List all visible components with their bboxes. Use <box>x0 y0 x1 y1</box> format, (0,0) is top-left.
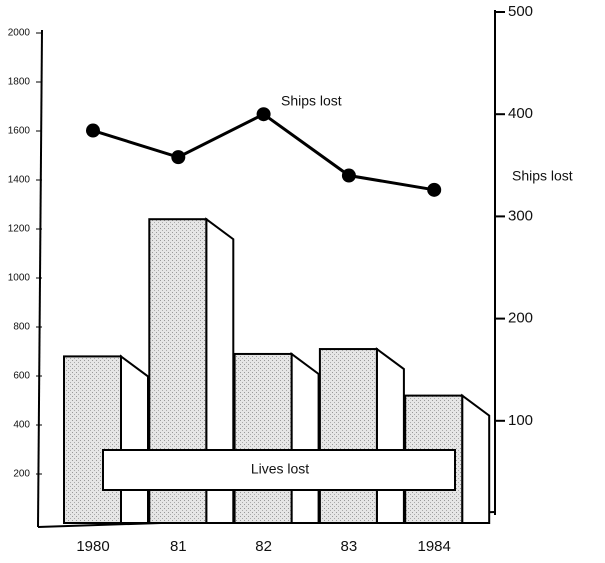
x-tick-label: 83 <box>341 538 358 555</box>
y-tick-label: 1800 <box>8 77 31 88</box>
y2-tick-label: 400 <box>508 105 533 122</box>
y-tick-label: 1200 <box>8 224 31 235</box>
y-tick-label: 200 <box>13 469 30 480</box>
bar-side <box>120 354 149 524</box>
y-tick-label: 800 <box>13 322 30 333</box>
y-tick-label: 600 <box>13 371 30 382</box>
y2-axis-label: Ships lost <box>512 168 573 184</box>
x-tick-label: 82 <box>255 538 272 555</box>
y2-tick-label: 500 <box>508 3 533 20</box>
bar <box>318 348 378 524</box>
y-tick-label: 400 <box>13 420 30 431</box>
bar <box>63 355 122 524</box>
y-tick-label: 1400 <box>8 175 31 186</box>
y2-tick-label: 300 <box>508 207 533 224</box>
legend-box <box>102 449 456 491</box>
x-tick-label: 1984 <box>418 538 451 555</box>
x-tick-label: 81 <box>170 538 187 555</box>
y2-tick-label: 100 <box>508 412 533 429</box>
y-tick-label: 1600 <box>8 126 31 137</box>
point <box>256 107 271 122</box>
bar-side <box>290 351 320 524</box>
y-tick-label: 1000 <box>8 273 31 284</box>
point <box>171 150 186 165</box>
x-tick-label: 1980 <box>76 538 109 555</box>
y-tick-label: 2000 <box>8 28 31 39</box>
line <box>92 112 435 192</box>
y2-tick-label: 200 <box>508 310 533 327</box>
bar-side <box>375 347 405 524</box>
bar-side <box>461 393 491 524</box>
point <box>427 182 442 197</box>
line-label: Ships lost <box>281 93 342 109</box>
bar <box>233 352 293 525</box>
legend-label: Lives lost <box>251 461 309 477</box>
point <box>341 168 356 183</box>
point <box>86 123 100 138</box>
